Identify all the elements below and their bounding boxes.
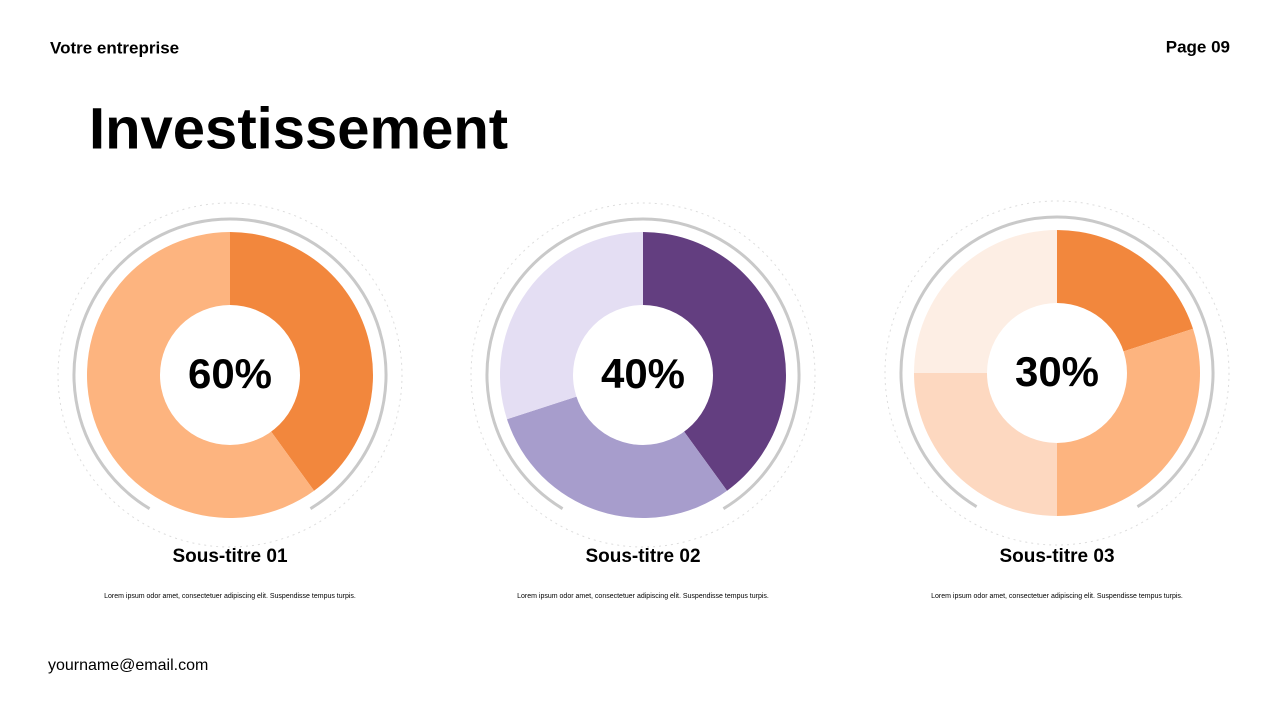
- subtitle: Sous-titre 03: [999, 546, 1114, 567]
- center-label: 40%: [601, 350, 685, 397]
- outer-dashed-ring: [470, 202, 816, 548]
- company: Votre entreprise: [50, 38, 179, 57]
- gray-ring: [899, 215, 1215, 508]
- email: yourname@email.com: [48, 657, 208, 674]
- subtitle: Sous-titre 02: [585, 546, 700, 567]
- center-label: 30%: [1015, 348, 1099, 395]
- description: Lorem ipsum odor amet, consectetuer adip…: [931, 593, 1183, 600]
- subtitle: Sous-titre 01: [172, 546, 288, 567]
- center-label: 60%: [188, 350, 272, 397]
- donut-hole: [160, 305, 300, 445]
- donut-segment: [506, 375, 728, 518]
- donut-hole: [987, 303, 1127, 443]
- outer-dashed-ring: [57, 202, 403, 548]
- outer-dashed-ring: [884, 200, 1230, 546]
- description: Lorem ipsum odor amet, consectetuer adip…: [517, 593, 769, 600]
- donut-segment: [643, 232, 786, 491]
- description: Lorem ipsum odor amet, consectetuer adip…: [104, 593, 356, 600]
- gray-ring: [72, 217, 388, 510]
- gray-ring: [485, 217, 801, 510]
- page-number: Page 09: [1166, 37, 1230, 56]
- donut-hole: [573, 305, 713, 445]
- donut-segment: [230, 232, 373, 491]
- slide-title: Investissement: [89, 96, 508, 161]
